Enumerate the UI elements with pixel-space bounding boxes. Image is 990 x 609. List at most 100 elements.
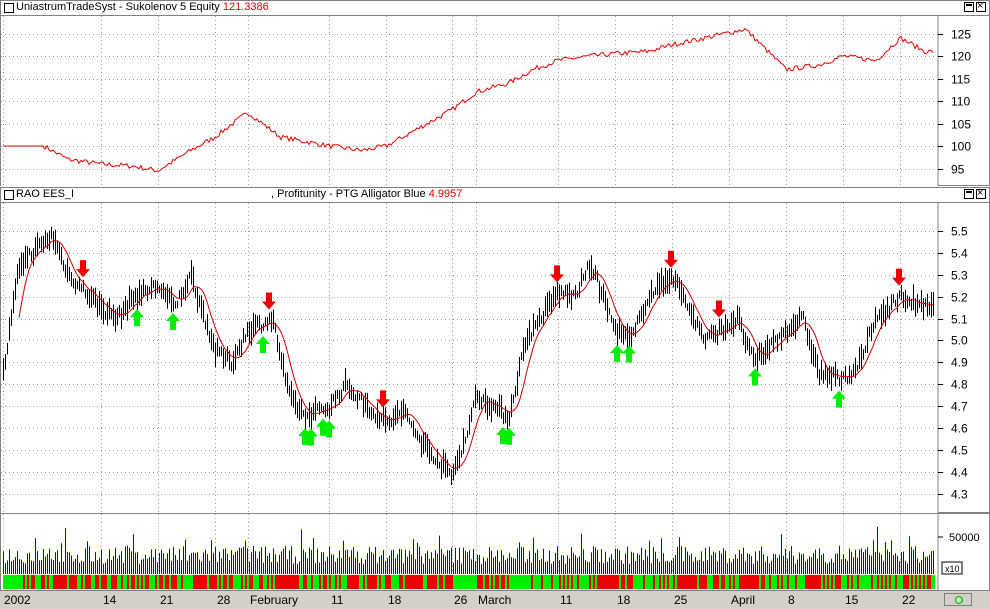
strip-cell (123, 575, 125, 589)
y-tick-label: 5.0 (951, 334, 968, 348)
strip-cell (833, 575, 835, 589)
strip-cell (115, 575, 117, 589)
strip-cell (585, 575, 587, 589)
strip-cell (919, 575, 921, 589)
strip-cell (347, 575, 349, 589)
strip-cell (411, 575, 413, 589)
strip-cell (305, 575, 307, 589)
strip-cell (697, 575, 699, 589)
strip-cell (761, 575, 763, 589)
strip-cell (181, 575, 183, 589)
strip-cell (403, 575, 405, 589)
strip-cell (527, 575, 529, 589)
strip-cell (669, 575, 671, 589)
strip-cell (289, 575, 291, 589)
strip-cell (555, 575, 557, 589)
price-titlebar[interactable]: RAO EES_I , Profitunity - PTG Alligator … (1, 188, 989, 203)
date-label: February (250, 593, 299, 607)
strip-cell (643, 575, 645, 589)
strip-cell (125, 575, 127, 589)
strip-cell (581, 575, 583, 589)
sell-arrow (712, 300, 726, 318)
strip-cell (387, 575, 389, 589)
date-label: 14 (103, 593, 117, 607)
strip-cell (357, 575, 359, 589)
strip-cell (609, 575, 611, 589)
strip-cell (447, 575, 449, 589)
strip-cell (31, 575, 33, 589)
equity-titlebar[interactable]: UniastrumTradeSyst - Sukolenov 5 Equity … (1, 1, 989, 16)
strip-cell (25, 575, 27, 589)
strip-cell (549, 575, 551, 589)
minimize-icon[interactable] (964, 189, 974, 199)
scroll-home-button[interactable] (944, 593, 972, 606)
strip-cell (495, 575, 497, 589)
strip-cell (905, 575, 907, 589)
strip-cell (771, 575, 773, 589)
strip-cell (783, 575, 785, 589)
strip-cell (813, 575, 815, 589)
strip-cell (221, 575, 223, 589)
strip-cell (863, 575, 865, 589)
strip-cell (799, 575, 801, 589)
strip-cell (109, 575, 111, 589)
strip-cell (845, 575, 847, 589)
y-tick-label: 4.3 (951, 488, 968, 502)
date-label: April (731, 593, 756, 607)
y-tick-label: 5.1 (951, 313, 968, 327)
strip-cell (253, 575, 255, 589)
strip-cell (359, 575, 361, 589)
strip-cell (675, 575, 677, 589)
window-menu-icon[interactable] (4, 190, 14, 200)
strip-cell (321, 575, 323, 589)
strip-cell (733, 575, 735, 589)
strip-cell (273, 575, 275, 589)
buy-arrow (610, 345, 624, 363)
date-label: 21 (160, 593, 174, 607)
close-icon[interactable] (976, 188, 986, 200)
strip-cell (301, 575, 303, 589)
strip-cell (97, 575, 99, 589)
close-icon[interactable] (976, 1, 986, 13)
strip-cell (353, 575, 355, 589)
strip-cell (491, 575, 493, 589)
strip-cell (759, 575, 761, 589)
strip-cell (297, 575, 299, 589)
strip-cell (619, 575, 621, 589)
strip-cell (395, 575, 397, 589)
strip-cell (195, 575, 197, 589)
strip-cell (295, 575, 297, 589)
strip-cell (625, 575, 627, 589)
strip-cell (477, 575, 479, 589)
strip-cell (215, 575, 217, 589)
strip-cell (267, 575, 269, 589)
strip-cell (673, 575, 675, 589)
strip-cell (153, 575, 155, 589)
strip-cell (435, 575, 437, 589)
minimize-icon[interactable] (964, 2, 974, 12)
strip-cell (597, 575, 599, 589)
strip-cell (269, 575, 271, 589)
strip-cell (293, 575, 295, 589)
strip-cell (327, 575, 329, 589)
strip-cell (871, 575, 873, 589)
strip-cell (875, 575, 877, 589)
window-menu-icon[interactable] (4, 3, 14, 13)
strip-cell (133, 575, 135, 589)
y-tick-label: 4.4 (951, 466, 968, 480)
strip-cell (699, 575, 701, 589)
strip-cell (173, 575, 175, 589)
strip-cell (899, 575, 901, 589)
strip-cell (835, 575, 837, 589)
strip-cell (225, 575, 227, 589)
strip-cell (837, 575, 839, 589)
price-value-label: 4.9957 (428, 188, 463, 200)
strip-cell (769, 575, 771, 589)
strip-cell (641, 575, 643, 589)
strip-cell (427, 575, 429, 589)
strip-cell (449, 575, 451, 589)
strip-cell (111, 575, 113, 589)
strip-cell (509, 575, 511, 589)
strip-cell (921, 575, 923, 589)
strip-cell (885, 575, 887, 589)
